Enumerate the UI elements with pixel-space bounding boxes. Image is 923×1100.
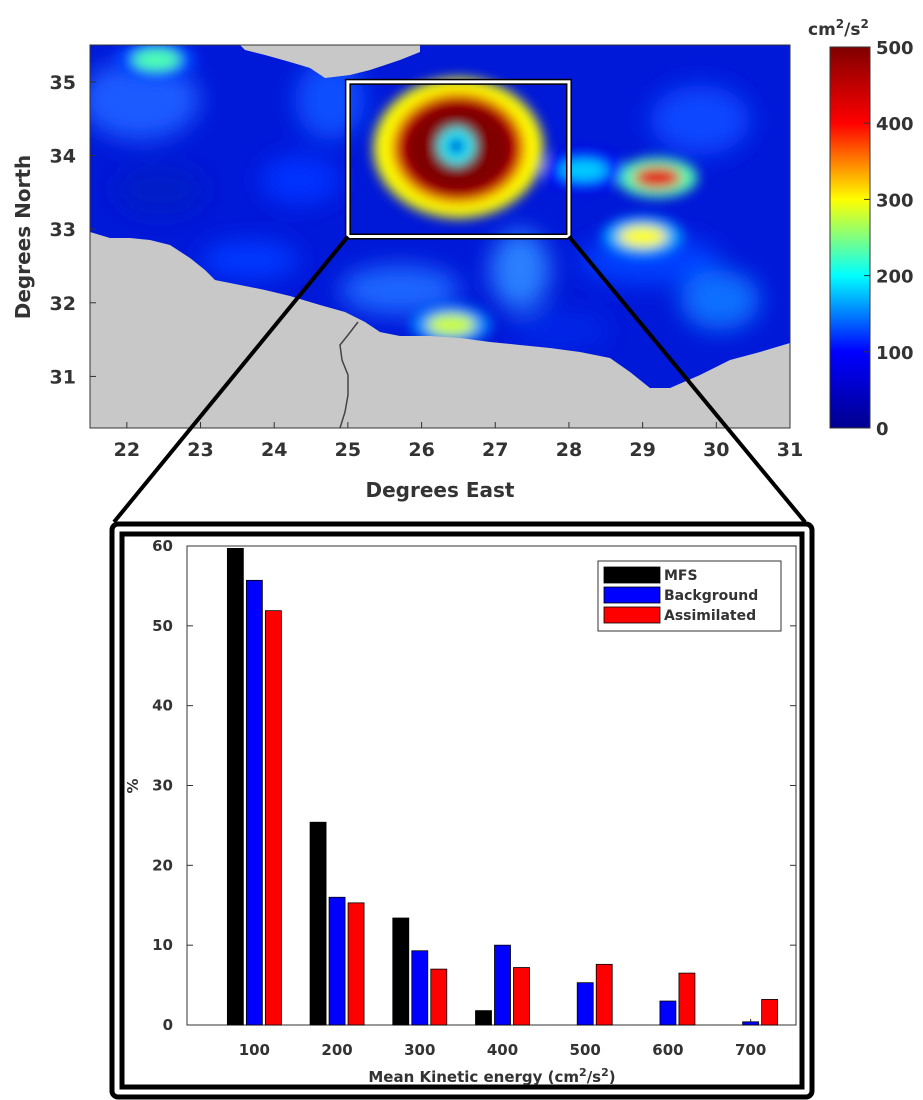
bar-y-ticks: 0 10 20 30 40 50 60 xyxy=(152,537,796,1034)
inset-box-inner xyxy=(346,80,571,238)
map-x-tick-label: 25 xyxy=(335,439,361,461)
map-x-ticks: 22 23 24 25 26 27 28 29 30 31 xyxy=(114,422,803,461)
land xyxy=(90,45,790,428)
bar-x-axis-label: Mean Kinetic energy (cm2/s2) xyxy=(368,1066,615,1086)
bar-background-600 xyxy=(659,1000,677,1026)
bar-assimilated-700 xyxy=(761,999,779,1026)
bars xyxy=(226,547,779,1026)
colorbar-gradient xyxy=(829,46,871,429)
bar-y-tick-label: 20 xyxy=(152,856,173,874)
inset-frame-inner xyxy=(119,531,805,1090)
map-x-tick-label: 26 xyxy=(408,439,434,461)
colorbar-tick-label: 200 xyxy=(876,267,914,288)
colorbar-unit: cm2/s2 xyxy=(808,17,869,40)
bar-assimilated-100 xyxy=(264,610,282,1026)
map-plot: 22 23 24 25 26 27 28 29 30 31 31 32 33 34 35 Degrees … xyxy=(11,44,803,502)
bar-assimilated-300 xyxy=(430,968,448,1026)
bar-background-300 xyxy=(411,950,429,1026)
bar-background-100 xyxy=(245,579,263,1026)
bar-assimilated-200 xyxy=(347,902,365,1026)
bar-y-tick-label: 60 xyxy=(152,537,173,555)
map-y-tick-label: 35 xyxy=(50,72,76,94)
bar-x-tick-label: 100 xyxy=(239,1041,270,1059)
bar-x-tick-label: 600 xyxy=(652,1041,683,1059)
legend-label-background: Background xyxy=(664,588,758,604)
map-y-axis-label: Degrees North xyxy=(11,155,35,319)
bar-mfs-300 xyxy=(392,917,410,1026)
bar-x-tick-label: 400 xyxy=(487,1041,518,1059)
bar-mfs-100 xyxy=(226,547,244,1026)
colorbar-tick-label: 300 xyxy=(876,190,914,211)
bar-x-tick-label: 300 xyxy=(404,1041,435,1059)
bar-y-tick-label: 10 xyxy=(152,936,173,954)
bar-x-tick-label: 500 xyxy=(570,1041,601,1059)
colorbar: cm2/s2 0 100 200 300 400 500 xyxy=(808,17,914,440)
bar-assimilated-400 xyxy=(513,967,530,1026)
ke-hotspots xyxy=(116,45,698,345)
map-y-tick-label: 31 xyxy=(50,366,76,388)
colorbar-tick-label: 100 xyxy=(876,343,914,364)
bar-x-tick-label: 700 xyxy=(735,1041,766,1059)
map-x-tick-label: 27 xyxy=(482,439,508,461)
map-y-ticks: 31 32 33 34 35 xyxy=(50,72,96,388)
bar-assimilated-500 xyxy=(595,963,613,1026)
bar-mfs-200 xyxy=(309,821,327,1026)
colorbar-tick-label: 0 xyxy=(876,419,889,440)
map-x-tick-label: 30 xyxy=(703,439,729,461)
colorbar-tick-label: 500 xyxy=(876,38,914,59)
bar-y-tick-label: 50 xyxy=(152,617,173,635)
map-frame xyxy=(89,44,791,429)
bar-chart: 0 10 20 30 40 50 60 100 200 300 400 500 600 700 % Me… xyxy=(124,537,797,1086)
map-x-tick-label: 22 xyxy=(114,439,140,461)
map-x-tick-label: 24 xyxy=(261,439,287,461)
ke-field xyxy=(90,60,760,348)
colorbar-tick-label: 400 xyxy=(876,114,914,135)
map-x-tick-label: 29 xyxy=(629,439,655,461)
map-x-axis-label: Degrees East xyxy=(366,478,515,502)
bar-x-tick-label: 200 xyxy=(321,1041,352,1059)
map-x-tick-label: 23 xyxy=(187,439,213,461)
map-y-tick-label: 33 xyxy=(50,219,76,241)
legend: MFS Background Assimilated xyxy=(597,560,782,632)
legend-label-mfs: MFS xyxy=(664,568,698,584)
legend-swatch-mfs xyxy=(603,566,661,584)
bar-background-700 xyxy=(742,1021,760,1026)
map-x-tick-label: 31 xyxy=(777,439,803,461)
bar-x-ticks: 100 200 300 400 500 600 700 xyxy=(239,1019,766,1059)
bar-y-axis-label: % xyxy=(124,778,142,793)
bar-background-400 xyxy=(494,944,511,1026)
map-x-tick-label: 28 xyxy=(556,439,582,461)
bar-background-500 xyxy=(576,982,594,1026)
map-y-tick-label: 32 xyxy=(50,293,76,315)
zoom-lines xyxy=(112,235,807,524)
map-y-tick-label: 34 xyxy=(50,145,76,167)
bar-y-tick-label: 40 xyxy=(152,697,173,715)
bar-background-200 xyxy=(328,896,346,1026)
legend-label-assimilated: Assimilated xyxy=(664,608,756,624)
legend-swatch-assimilated xyxy=(603,606,661,624)
legend-swatch-background xyxy=(603,586,661,604)
bar-y-tick-label: 30 xyxy=(152,777,173,795)
bar-y-tick-label: 0 xyxy=(163,1016,173,1034)
bar-mfs-400 xyxy=(475,1010,492,1026)
bar-assimilated-600 xyxy=(678,972,696,1026)
